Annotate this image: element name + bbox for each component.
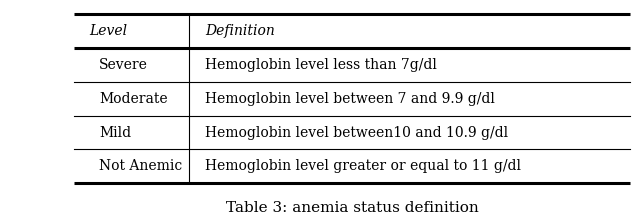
- Text: Table 3: anemia status definition: Table 3: anemia status definition: [226, 200, 478, 215]
- Text: Level: Level: [90, 24, 128, 38]
- Text: Severe: Severe: [99, 58, 148, 72]
- Text: Hemoglobin level between 7 and 9.9 g/dl: Hemoglobin level between 7 and 9.9 g/dl: [205, 92, 495, 106]
- Text: Hemoglobin level between10 and 10.9 g/dl: Hemoglobin level between10 and 10.9 g/dl: [205, 125, 508, 140]
- Text: Not Anemic: Not Anemic: [99, 159, 182, 173]
- Text: Mild: Mild: [99, 125, 131, 140]
- Text: Hemoglobin level greater or equal to 11 g/dl: Hemoglobin level greater or equal to 11 …: [205, 159, 521, 173]
- Text: Definition: Definition: [205, 24, 275, 38]
- Text: Moderate: Moderate: [99, 92, 168, 106]
- Text: Hemoglobin level less than 7g/dl: Hemoglobin level less than 7g/dl: [205, 58, 436, 72]
